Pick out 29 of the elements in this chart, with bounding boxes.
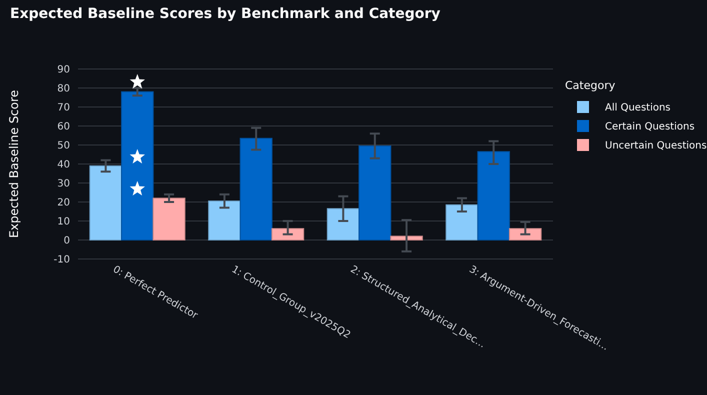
y-tick-label: 70 xyxy=(57,102,70,114)
bar xyxy=(326,208,360,240)
bar xyxy=(390,236,423,240)
bar xyxy=(446,204,478,240)
bar xyxy=(477,151,510,240)
chart-title: Expected Baseline Scores by Benchmark and Category xyxy=(10,6,440,22)
bar xyxy=(208,200,241,240)
y-tick-label: 10 xyxy=(57,216,70,228)
y-tick-label: 90 xyxy=(57,64,70,76)
bar xyxy=(240,138,272,240)
y-tick-label: -10 xyxy=(54,254,70,266)
bar xyxy=(358,145,392,240)
y-tick-label: 80 xyxy=(57,84,70,94)
y-tick-label: 30 xyxy=(57,178,70,190)
y-tick-label: 60 xyxy=(57,122,70,132)
y-tick-label: 0 xyxy=(64,236,70,246)
y-tick-label: 40 xyxy=(57,160,70,170)
legend-title: Category xyxy=(565,79,616,92)
bar xyxy=(271,228,304,240)
bar xyxy=(121,91,154,240)
bar xyxy=(89,165,122,240)
legend-label: Certain Questions xyxy=(605,122,695,132)
bar xyxy=(152,198,186,240)
y-axis-title: Expected Baseline Score xyxy=(7,90,21,238)
bar xyxy=(508,228,542,240)
legend-label: Uncertain Questions xyxy=(605,140,707,152)
y-tick-label: 50 xyxy=(57,140,70,152)
legend-label: All Questions xyxy=(605,102,671,114)
y-tick-label: 20 xyxy=(57,198,70,208)
